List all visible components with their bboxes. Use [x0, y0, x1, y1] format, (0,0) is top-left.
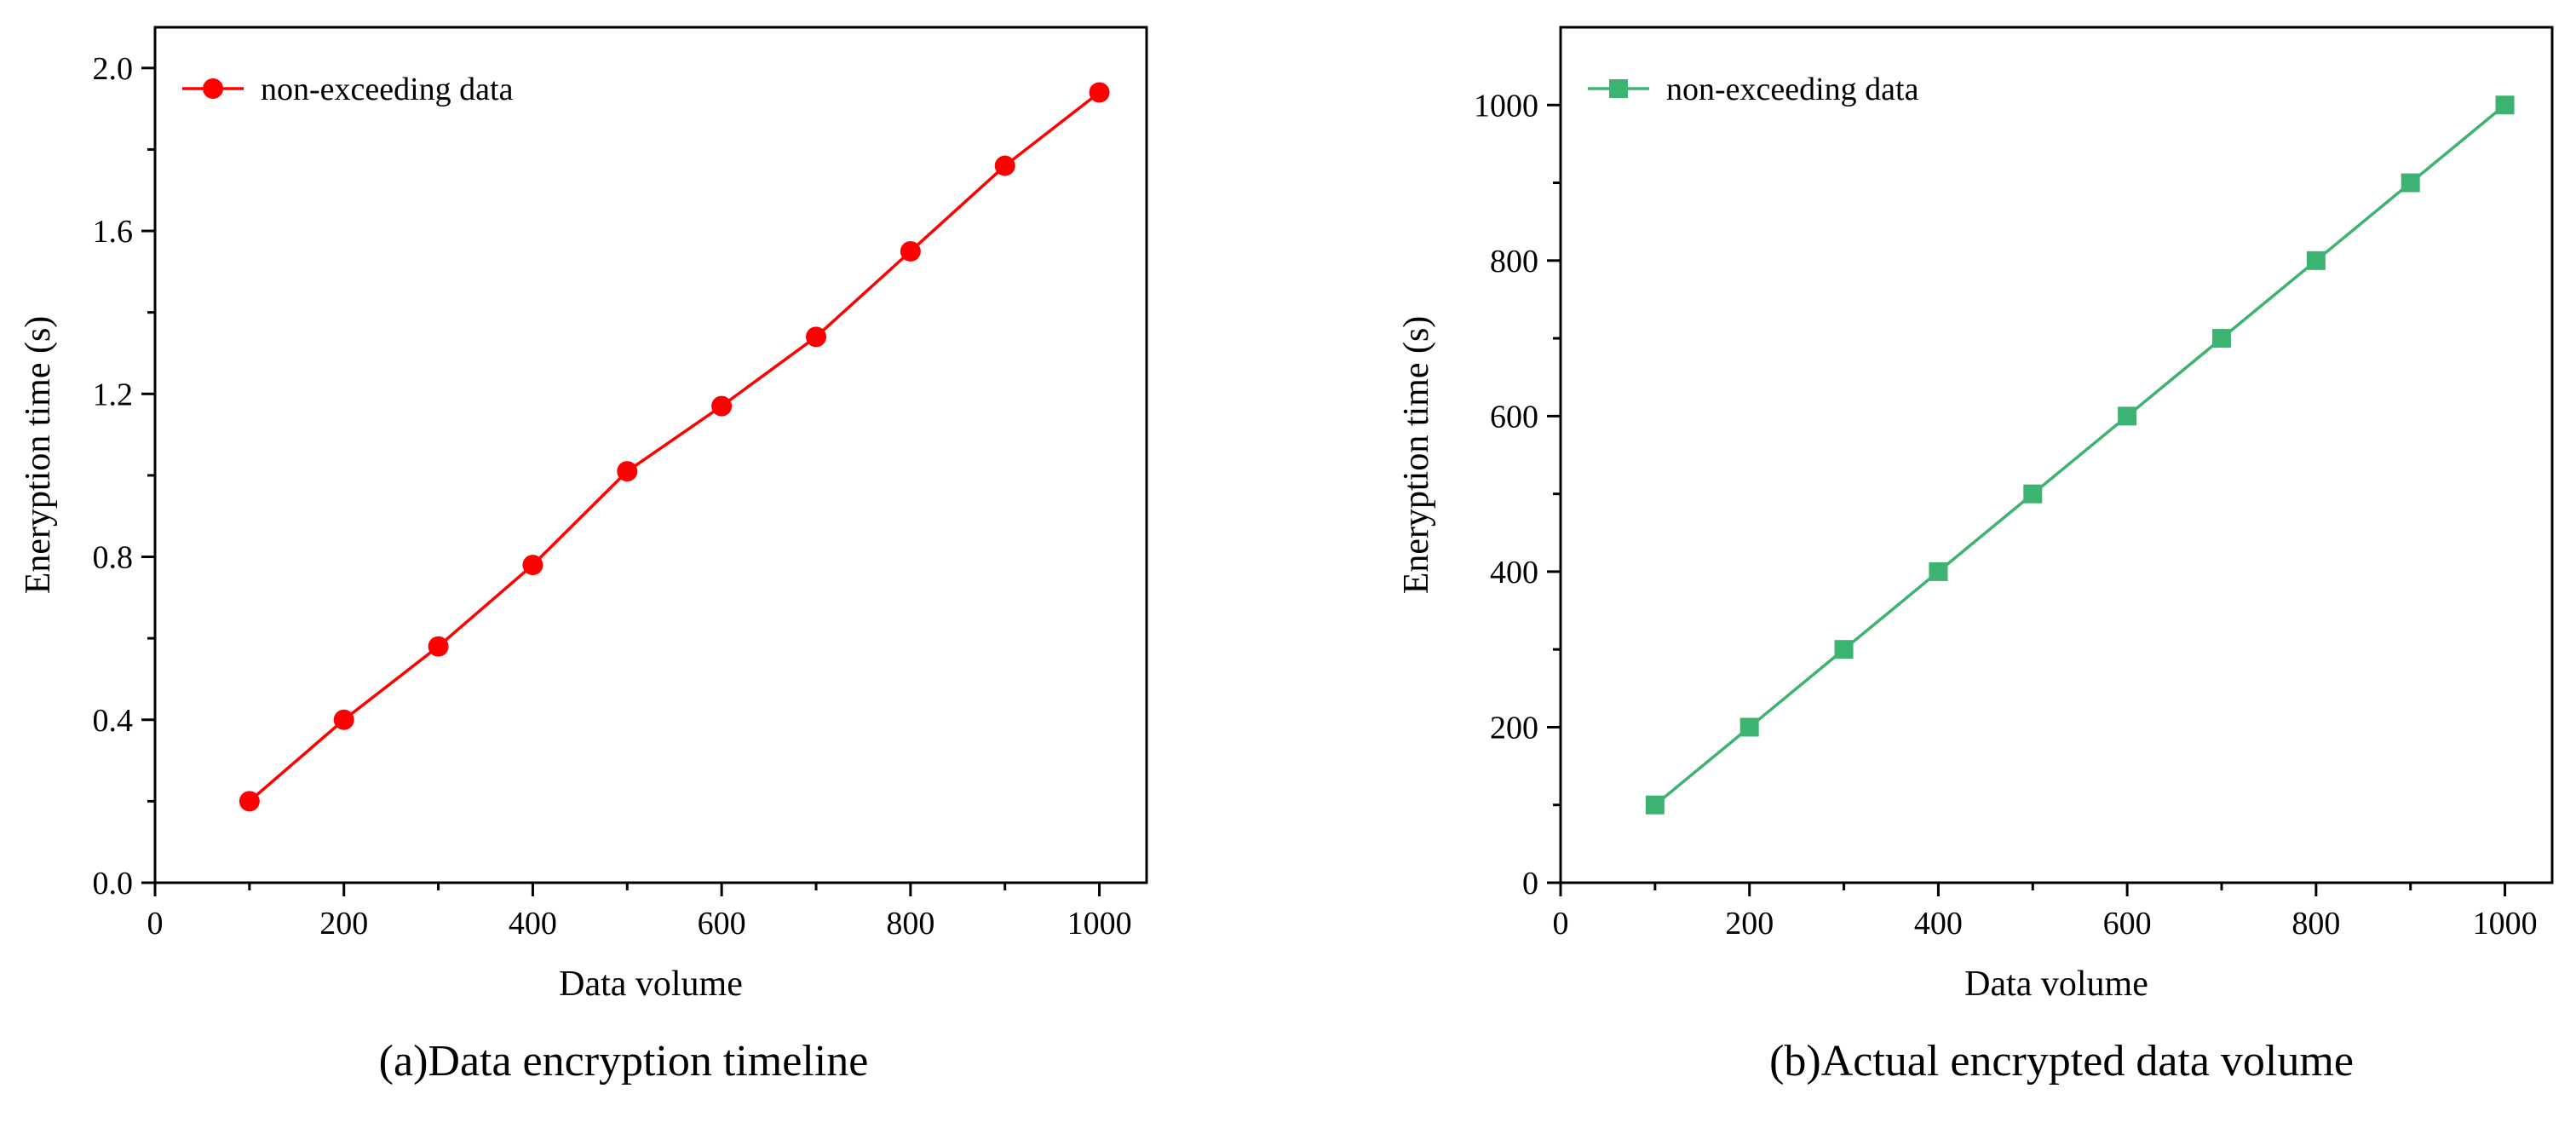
y-tick-label: 400: [1490, 555, 1538, 590]
y-axis-title: Eneryption time (s): [19, 316, 58, 595]
data-point: [2023, 484, 2043, 504]
data-point: [711, 395, 733, 417]
data-point: [2118, 406, 2137, 426]
x-axis-title: Data volume: [559, 965, 743, 1004]
x-tick-label: 0: [1553, 906, 1569, 942]
y-tick-label: 0.0: [93, 866, 134, 901]
y-tick-label: 1.6: [93, 214, 134, 250]
x-tick-label: 1000: [1067, 906, 1132, 942]
data-point: [900, 240, 921, 262]
data-point: [333, 709, 354, 730]
x-tick-label: 400: [509, 906, 557, 942]
y-tick-label: 800: [1490, 244, 1538, 279]
y-tick-label: 200: [1490, 710, 1538, 746]
y-tick-label: 1000: [1474, 88, 1538, 124]
data-point: [2401, 173, 2420, 193]
y-tick-label: 0.4: [93, 703, 134, 739]
y-tick-label: 2.0: [93, 51, 134, 87]
data-point: [994, 155, 1015, 176]
data-point: [1929, 562, 1948, 581]
x-tick-label: 200: [319, 906, 368, 942]
legend-label: non-exceeding data: [1666, 72, 1919, 107]
data-point: [806, 326, 826, 348]
legend-marker: [1609, 79, 1628, 98]
series-line: [248, 91, 1101, 803]
legend-label: non-exceeding data: [261, 72, 514, 107]
x-tick-label: 200: [1725, 906, 1774, 942]
data-point: [1739, 717, 1759, 737]
data-point: [428, 636, 449, 657]
data-point: [617, 461, 638, 482]
x-tick-label: 800: [886, 906, 934, 942]
plot-frame: [1559, 26, 2554, 884]
data-point: [239, 791, 260, 812]
x-tick-label: 800: [2291, 906, 2340, 942]
y-tick-label: 0.8: [93, 540, 134, 576]
chart-caption: (a)Data encryption timeline: [379, 1037, 869, 1086]
chart-caption: (b)Actual encrypted data volume: [1769, 1037, 2354, 1086]
chart-b: 0 200 400 600 800 1000 0 200 400 600 800 1000 Data v…: [1397, 26, 2554, 1086]
y-tick-label: 1.2: [93, 377, 134, 412]
data-point: [522, 555, 543, 576]
data-point: [2212, 329, 2231, 348]
y-axis-title: Eneryption time (s): [1397, 316, 1436, 595]
x-axis-title: Data volume: [1964, 965, 2148, 1004]
x-tick-label: 400: [1914, 906, 1963, 942]
series-line: [1653, 103, 2506, 807]
data-point: [1834, 640, 1854, 659]
x-tick-label: 1000: [2473, 906, 2538, 942]
x-tick-label: 0: [147, 906, 164, 942]
data-point: [2306, 251, 2326, 270]
x-tick-label: 600: [698, 906, 746, 942]
legend-marker: [203, 78, 223, 99]
data-point: [1645, 795, 1665, 815]
chart-a: 0 200 400 600 800 1000 0.0 0.4 0.8 1.2 1.6 2.0 Data …: [19, 26, 1148, 1086]
data-point: [1089, 82, 1110, 103]
data-point: [2495, 95, 2515, 115]
x-tick-label: 600: [2103, 906, 2152, 942]
y-tick-label: 0: [1522, 866, 1538, 901]
y-tick-label: 600: [1490, 399, 1538, 435]
plot-frame: [153, 26, 1148, 884]
